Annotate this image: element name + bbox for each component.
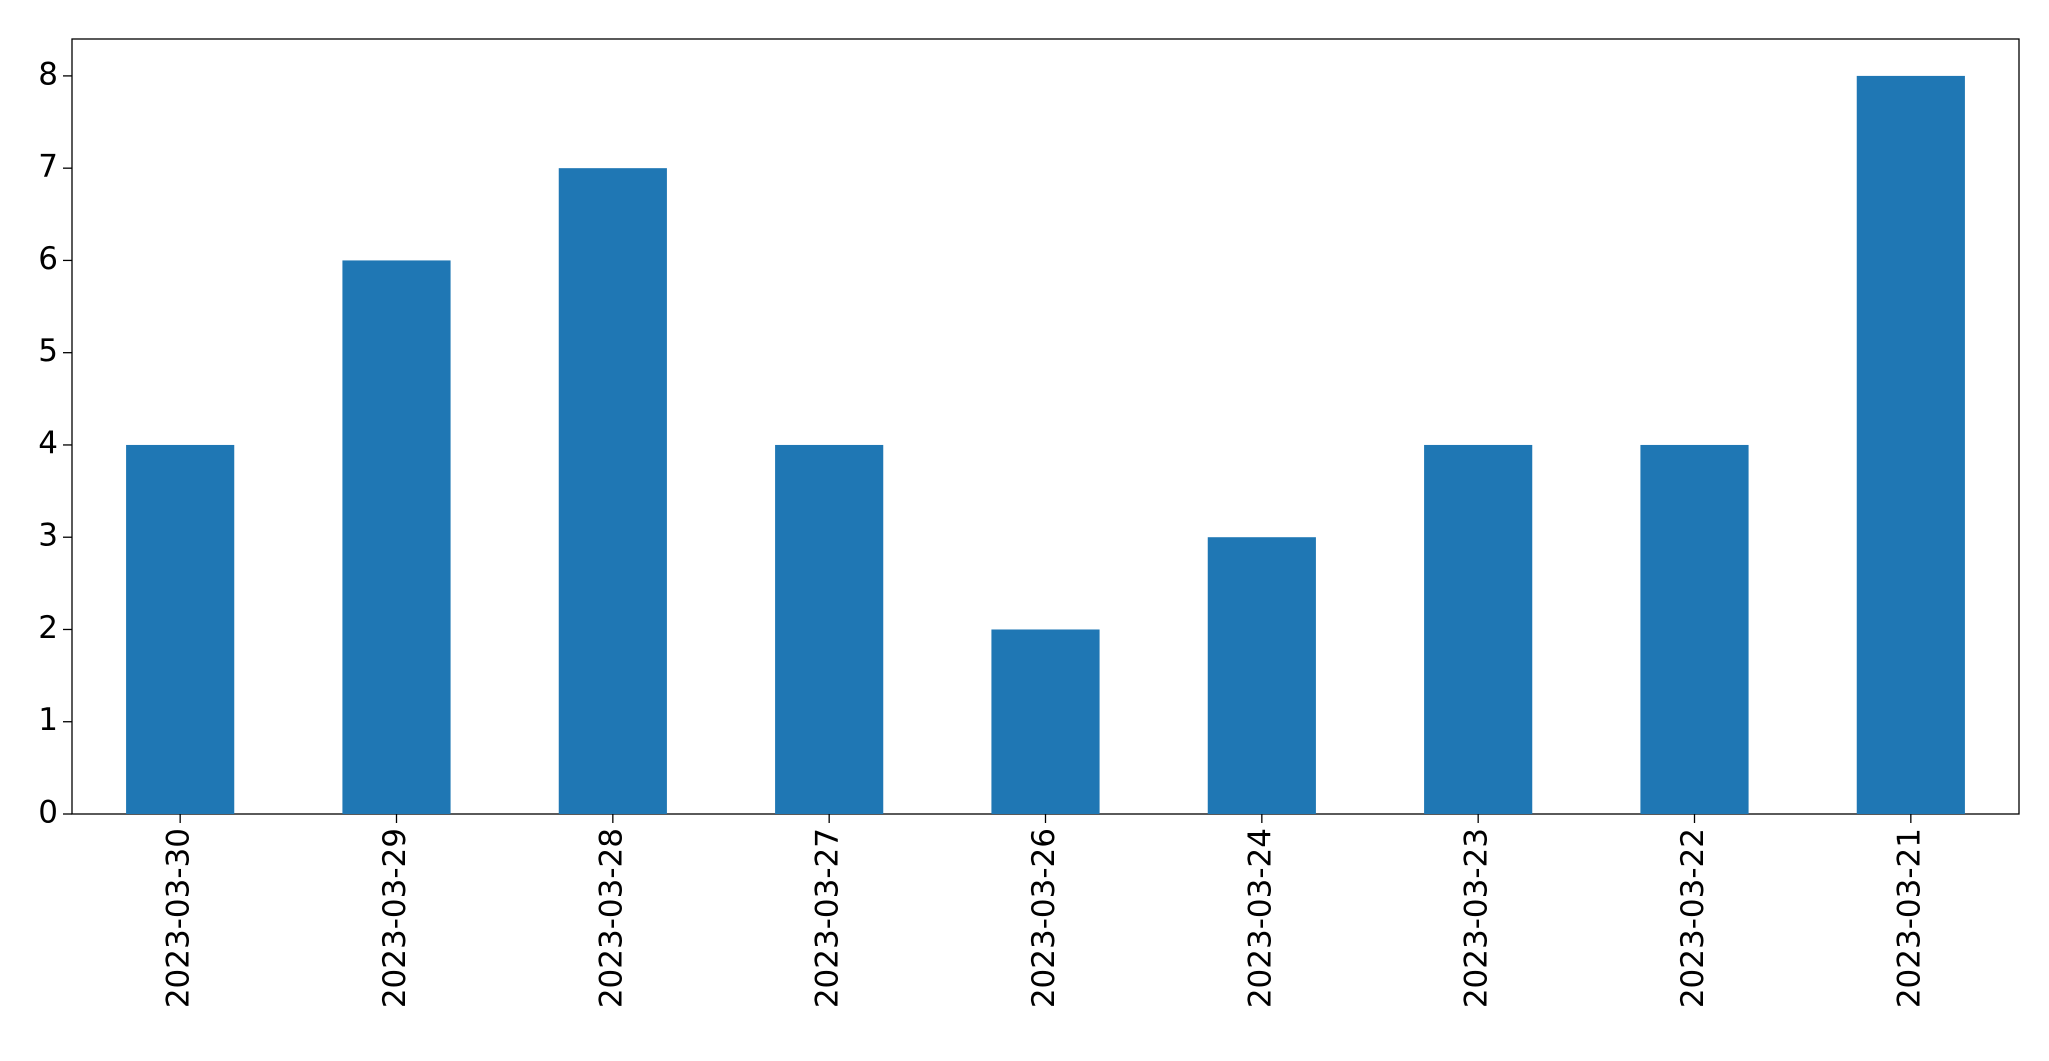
x-tick-label: 2023-03-27: [810, 828, 846, 1008]
x-tick-label: 2023-03-21: [1891, 828, 1927, 1008]
x-tick-label: 2023-03-24: [1242, 828, 1278, 1008]
x-tick-label: 2023-03-23: [1459, 828, 1495, 1008]
bar: [775, 444, 884, 814]
y-tick-label: 7: [38, 149, 58, 185]
y-tick-label: 3: [38, 518, 58, 554]
y-tick-label: 8: [38, 56, 58, 92]
y-tick-label: 6: [38, 241, 58, 277]
bar: [1424, 444, 1533, 814]
y-tick-label: 1: [38, 702, 58, 738]
bar: [1856, 75, 1965, 814]
y-tick-label: 5: [38, 333, 58, 369]
bar: [342, 260, 451, 814]
y-tick-label: 2: [38, 610, 58, 646]
y-tick-label: 4: [38, 425, 58, 461]
bar: [126, 444, 235, 814]
x-tick-label: 2023-03-26: [1026, 828, 1062, 1008]
y-tick-label: 0: [38, 795, 58, 831]
x-tick-label: 2023-03-22: [1675, 828, 1711, 1008]
x-tick-label: 2023-03-29: [377, 828, 413, 1008]
x-tick-label: 2023-03-28: [593, 828, 629, 1008]
bar: [991, 629, 1100, 814]
x-tick-label: 2023-03-30: [161, 828, 197, 1008]
bar: [1640, 444, 1749, 814]
bar: [558, 168, 667, 814]
bar: [1207, 537, 1316, 814]
